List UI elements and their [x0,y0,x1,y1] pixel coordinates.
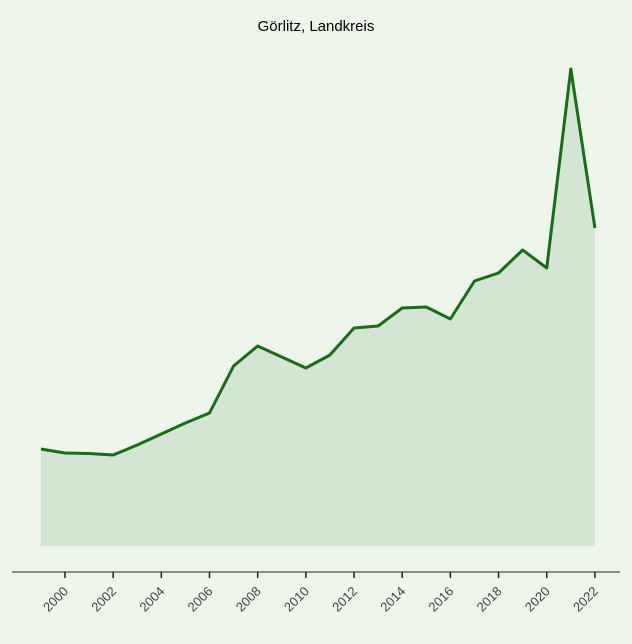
x-tick-label: 2018 [474,584,505,615]
x-tick-label: 2012 [329,584,360,615]
x-tick-label: 2000 [40,584,71,615]
area-fill [40,69,595,546]
x-tick-label: 2004 [136,584,167,615]
x-tick-label: 2022 [570,584,601,615]
x-tick-label: 2010 [281,584,312,615]
x-tick-label: 2016 [425,584,456,615]
x-tick-label: 2008 [233,584,264,615]
chart-title: Görlitz, Landkreis [258,18,375,35]
x-tick-label: 2006 [185,584,216,615]
x-tick-label: 2020 [522,584,553,615]
line [40,67,597,457]
x-tick-label: 2014 [377,584,408,615]
x-tick-label: 2002 [88,584,119,615]
